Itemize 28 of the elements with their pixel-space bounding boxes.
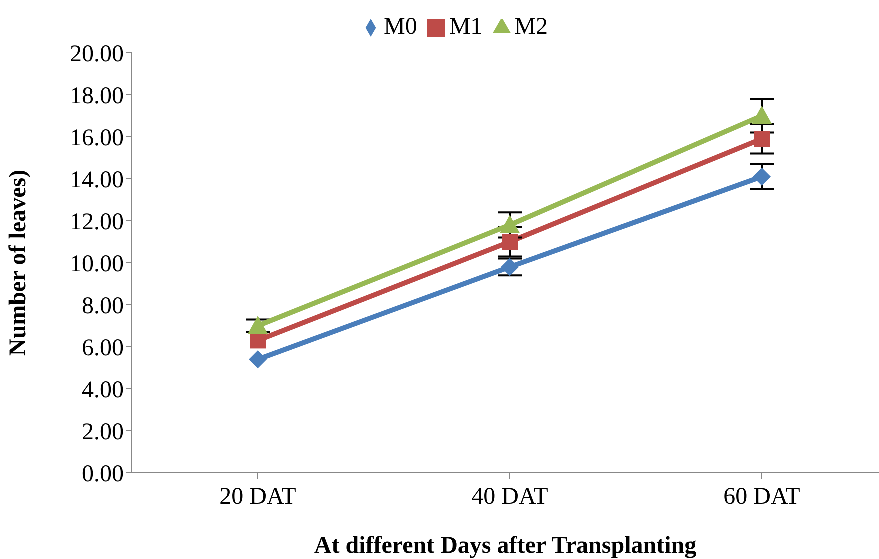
y-tick-label: 2.00 bbox=[82, 420, 124, 446]
y-tick-label: 18.00 bbox=[70, 84, 124, 110]
y-tick-label: 20.00 bbox=[70, 42, 124, 68]
point bbox=[754, 131, 770, 148]
point bbox=[753, 168, 771, 186]
point bbox=[248, 316, 268, 334]
x-tick-label: 20 DAT bbox=[220, 484, 297, 510]
y-tick-label: 16.00 bbox=[70, 126, 124, 152]
y-tick-label: 4.00 bbox=[82, 378, 124, 404]
legend-label: M1 bbox=[449, 14, 483, 40]
x-axis-title: At different Days after Transplanting bbox=[314, 533, 697, 559]
x-tick-label: 40 DAT bbox=[472, 484, 549, 510]
legend-label: M2 bbox=[514, 14, 548, 40]
y-tick-label: 0.00 bbox=[82, 462, 124, 488]
x-tick-label: 60 DAT bbox=[724, 484, 801, 510]
y-tick-label: 6.00 bbox=[82, 336, 124, 362]
y-axis-title: Number of leaves) bbox=[6, 170, 32, 356]
y-tick-label: 8.00 bbox=[82, 294, 124, 320]
point bbox=[500, 215, 520, 234]
legend-label: M0 bbox=[384, 14, 418, 40]
y-tick-label: 14.00 bbox=[70, 168, 124, 194]
point bbox=[501, 258, 519, 276]
point bbox=[502, 234, 518, 250]
point bbox=[249, 350, 267, 369]
point bbox=[752, 106, 772, 124]
y-tick-label: 10.00 bbox=[70, 252, 124, 278]
point bbox=[250, 332, 266, 349]
y-tick-label: 12.00 bbox=[70, 210, 124, 236]
